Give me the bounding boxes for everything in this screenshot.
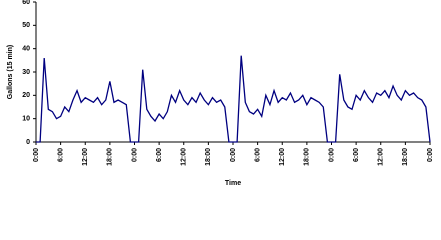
y-tick-label: 20: [22, 92, 30, 99]
x-tick-label: 18:00: [205, 148, 212, 166]
x-tick-label: 12:00: [82, 148, 89, 166]
y-tick-label: 50: [22, 22, 30, 29]
x-tick-label: 12:00: [279, 148, 286, 166]
y-tick-label: 10: [22, 116, 30, 123]
x-tick-label: 6:00: [57, 148, 64, 162]
x-tick-label: 6:00: [353, 148, 360, 162]
y-tick-label: 40: [22, 46, 30, 53]
y-tick-label: 30: [22, 69, 30, 76]
x-tick-label: 0:00: [131, 148, 138, 162]
x-tick-label: 6:00: [156, 148, 163, 162]
y-tick-label: 60: [22, 0, 30, 6]
x-tick-label: 18:00: [402, 148, 409, 166]
y-tick-label: 0: [26, 139, 30, 146]
data-line: [36, 55, 431, 143]
x-tick-label: 18:00: [107, 148, 114, 166]
x-tick-label: 0:00: [230, 148, 237, 162]
x-tick-label: 0:00: [427, 148, 434, 162]
x-tick-label: 0:00: [328, 148, 335, 162]
y-axis-label: Gallons (15 min): [7, 45, 14, 99]
x-axis-label: Time: [225, 180, 241, 187]
x-tick-label: 6:00: [254, 148, 261, 162]
x-tick-label: 18:00: [304, 148, 311, 166]
x-tick-label: 12:00: [181, 148, 188, 166]
chart: Gallons (15 min) Time 0 10 20 30 40 50 60 0:00 6…: [7, 0, 434, 187]
x-tick-label: 0:00: [33, 148, 40, 162]
x-tick-label: 12:00: [378, 148, 385, 166]
